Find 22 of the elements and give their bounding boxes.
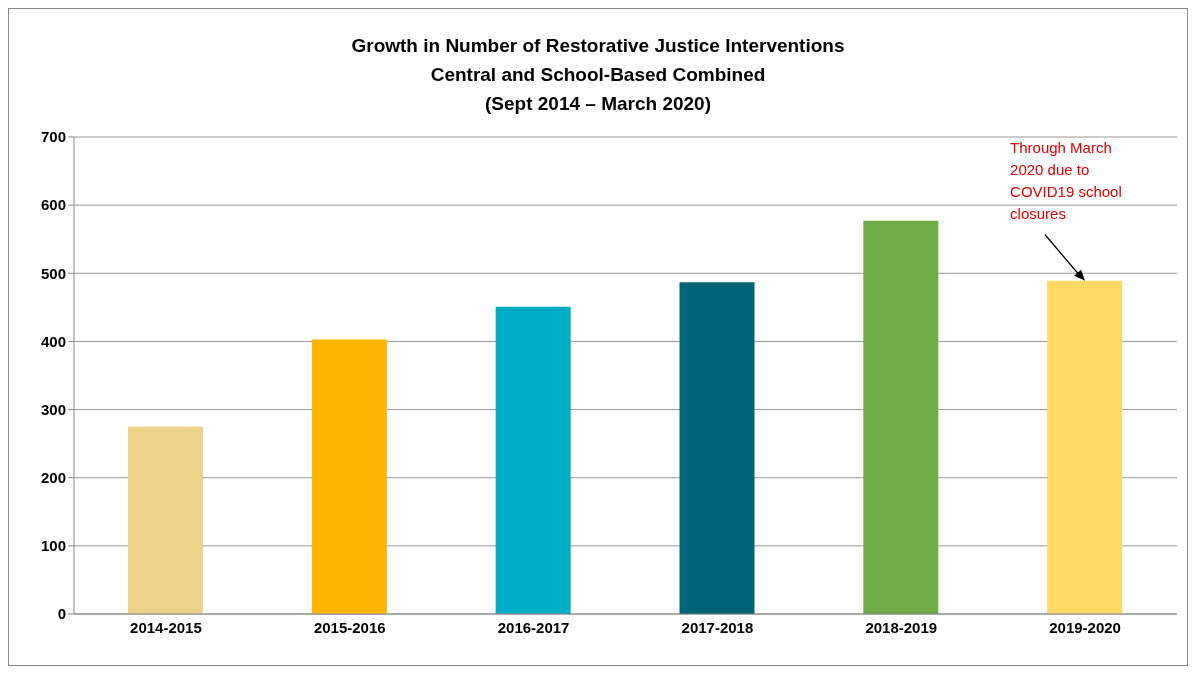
bar (1047, 280, 1123, 614)
y-tick-label: 0 (57, 605, 66, 623)
annotation: Through March 2020 due to COVID19 school closures (1010, 138, 1122, 222)
bar (495, 306, 571, 614)
x-tick-label: 2017-2018 (681, 618, 754, 636)
bar (311, 339, 387, 614)
chart-title: Growth in Number of Restorative Justice Interventions Central and School-Based Combined (Sept 2014 – March 2020) (350, 34, 846, 116)
y-tick-label: 600 (40, 196, 66, 214)
y-tick-label: 400 (40, 332, 66, 350)
x-tick-label: 2019-2020 (1049, 618, 1121, 636)
x-tick-label: 2016-2017 (497, 618, 570, 636)
bar (128, 426, 203, 614)
y-tick-label: 700 (40, 128, 66, 146)
y-tick-label: 500 (40, 264, 66, 282)
x-tick-label: 2014-2015 (130, 618, 202, 636)
y-tick-label: 200 (40, 469, 66, 487)
x-tick-label: 2018-2019 (865, 618, 938, 636)
x-tick-label: 2015-2016 (313, 618, 386, 636)
bar (679, 282, 755, 614)
y-tick-label: 300 (40, 400, 66, 418)
y-tick-label: 100 (40, 537, 66, 555)
bar (863, 220, 939, 614)
